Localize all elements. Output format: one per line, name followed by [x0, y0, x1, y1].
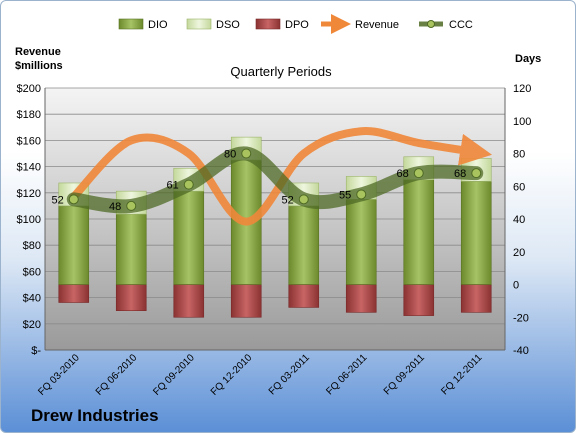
ccc-point [241, 148, 252, 159]
ccc-point [356, 189, 367, 200]
ccc-point [183, 179, 194, 190]
y-left-label-line1: Revenue [15, 46, 61, 58]
legend-label-revenue: Revenue [355, 19, 399, 31]
y-left-tick-label: $120 [17, 188, 41, 200]
bar-dpo [230, 284, 262, 318]
y-left-tick-label: $80 [23, 240, 41, 252]
ccc-data-label: 52 [52, 194, 64, 206]
y-right-tick-label: 40 [513, 214, 525, 226]
y-left-tick-label: $200 [17, 83, 41, 95]
y-left-tick-label: $20 [23, 319, 41, 331]
ccc-data-label: 68 [397, 168, 409, 180]
ccc-data-label: 48 [109, 201, 121, 213]
bar-dpo [345, 284, 377, 313]
x-tick-label: FQ 06-2010 [94, 352, 140, 398]
ccc-data-label: 55 [339, 189, 351, 201]
x-tick-label: FQ 09-2010 [151, 352, 197, 398]
legend-label-dpo: DPO [285, 19, 309, 31]
bar-dpo [403, 284, 435, 316]
legend-label-dio: DIO [148, 19, 168, 31]
y-left-tick-label: $160 [17, 135, 41, 147]
company-name: Drew Industries [31, 406, 159, 425]
y-right-axis-title: Days [515, 53, 542, 65]
x-tick-label: FQ 03-2011 [267, 352, 312, 397]
legend-swatch-dso [186, 18, 212, 30]
y-right-tick-label: 0 [513, 280, 519, 292]
bar-dio [403, 179, 435, 285]
legend-marker-ccc [427, 20, 435, 28]
legend-label-dso: DSO [216, 19, 240, 31]
chart-title: Quarterly Periods [230, 64, 332, 79]
legend-swatch-dio [118, 18, 144, 30]
y-left-tick-label: $40 [23, 293, 41, 305]
y-right-tick-label: 120 [513, 83, 531, 95]
bar-dpo [460, 284, 492, 313]
y-right-tick-label: 80 [513, 149, 525, 161]
x-tick-label: FQ 03-2010 [36, 352, 82, 398]
ccc-point [126, 200, 137, 211]
x-tick-label: FQ 09-2011 [382, 352, 427, 397]
ccc-point [298, 194, 309, 205]
y-left-tick-label: $60 [23, 266, 41, 278]
y-left-axis-title: Revenue $millions [15, 45, 63, 73]
ccc-data-label: 52 [282, 194, 294, 206]
bar-dio [58, 205, 90, 285]
bar-dio [288, 205, 320, 285]
ccc-data-label: 68 [454, 168, 466, 180]
bar-dio [345, 199, 377, 285]
y-right-tick-label: 60 [513, 181, 525, 193]
bar-dio [460, 181, 492, 285]
legend-swatch-dpo [255, 18, 281, 30]
bar-dpo [58, 284, 90, 303]
revenue-line [69, 127, 493, 226]
ccc-point [68, 194, 79, 205]
ccc-line [66, 146, 484, 214]
bar-dpo [115, 284, 147, 312]
bar-dpo [288, 284, 320, 308]
bar-dio [173, 190, 205, 285]
ccc-point [413, 168, 424, 179]
x-tick-label: FQ 12-2010 [209, 352, 255, 398]
y-left-tick-label: $- [31, 345, 41, 357]
y-left-label-line2: $millions [15, 60, 63, 72]
ccc-point [471, 168, 482, 179]
bar-dpo [173, 284, 205, 318]
y-right-tick-label: 20 [513, 247, 525, 259]
y-left-tick-label: $180 [17, 109, 41, 121]
x-tick-label: FQ 12-2011 [439, 352, 484, 397]
y-right-tick-label: 100 [513, 116, 531, 128]
y-right-tick-label: -20 [513, 312, 529, 324]
y-left-tick-label: $140 [17, 162, 41, 174]
y-right-tick-label: -40 [513, 345, 529, 357]
y-left-tick-label: $100 [17, 214, 41, 226]
bar-dio [115, 213, 147, 285]
ccc-data-label: 61 [167, 180, 179, 192]
x-tick-label: FQ 06-2011 [324, 352, 369, 397]
legend-label-ccc: CCC [449, 19, 473, 31]
ccc-data-label: 80 [224, 149, 236, 161]
